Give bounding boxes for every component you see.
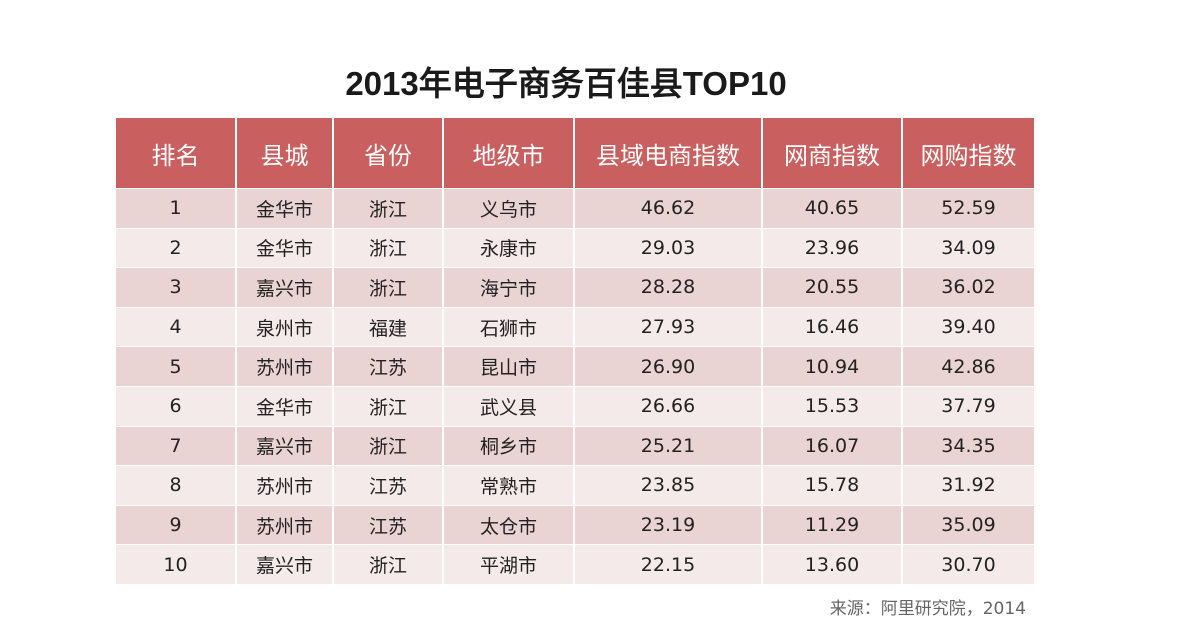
prefecture-city-cell: 常熟市 (443, 465, 575, 506)
province-cell: 浙江 (333, 227, 444, 268)
province-cell: 浙江 (333, 267, 444, 308)
rank-cell: 8 (116, 465, 237, 506)
header-row: 排名 县城 省份 地级市 县域电商指数 网商指数 网购指数 (116, 118, 1034, 189)
table-row: 6 金华市 浙江 武义县 26.66 15.53 37.79 (116, 385, 1034, 427)
county-city-cell: 嘉兴市 (236, 544, 334, 584)
header-county-ecommerce-index: 县域电商指数 (574, 118, 763, 189)
online-merchant-index-cell: 16.07 (762, 425, 903, 466)
province-cell: 江苏 (333, 504, 444, 545)
prefecture-city-cell: 桐乡市 (443, 425, 575, 466)
prefecture-city-cell: 太仓市 (443, 504, 575, 545)
online-shopping-index-cell: 36.02 (902, 267, 1034, 308)
online-shopping-index-cell: 52.59 (902, 188, 1034, 229)
online-shopping-index-cell: 42.86 (902, 346, 1034, 387)
rank-cell: 2 (116, 227, 237, 268)
province-cell: 江苏 (333, 346, 444, 387)
prefecture-city-cell: 武义县 (443, 385, 575, 427)
online-shopping-index-cell: 31.92 (902, 465, 1034, 506)
rank-cell: 5 (116, 346, 237, 387)
header-prefecture-city: 地级市 (443, 118, 575, 189)
rank-cell: 10 (116, 544, 237, 584)
county-city-cell: 金华市 (236, 227, 334, 268)
county-city-cell: 金华市 (236, 188, 334, 229)
table-row: 9 苏州市 江苏 太仓市 23.19 11.29 35.09 (116, 504, 1034, 545)
county-ecommerce-index-cell: 29.03 (574, 227, 763, 268)
province-cell: 浙江 (333, 544, 444, 584)
header-rank: 排名 (116, 118, 237, 189)
county-ecommerce-index-cell: 23.85 (574, 465, 763, 506)
online-shopping-index-cell: 35.09 (902, 504, 1034, 545)
prefecture-city-cell: 昆山市 (443, 346, 575, 387)
province-cell: 福建 (333, 306, 444, 347)
prefecture-city-cell: 石狮市 (443, 306, 575, 347)
county-city-cell: 嘉兴市 (236, 267, 334, 308)
header-county-city: 县城 (236, 118, 334, 189)
online-merchant-index-cell: 23.96 (762, 227, 903, 268)
online-merchant-index-cell: 40.65 (762, 188, 903, 229)
table-row: 3 嘉兴市 浙江 海宁市 28.28 20.55 36.02 (116, 267, 1034, 308)
prefecture-city-cell: 永康市 (443, 227, 575, 268)
province-cell: 浙江 (333, 385, 444, 427)
county-ecommerce-index-cell: 26.90 (574, 346, 763, 387)
online-merchant-index-cell: 20.55 (762, 267, 903, 308)
online-merchant-index-cell: 15.78 (762, 465, 903, 506)
online-merchant-index-cell: 11.29 (762, 504, 903, 545)
province-cell: 浙江 (333, 425, 444, 466)
county-ecommerce-index-cell: 27.93 (574, 306, 763, 347)
table-row: 8 苏州市 江苏 常熟市 23.85 15.78 31.92 (116, 465, 1034, 506)
prefecture-city-cell: 海宁市 (443, 267, 575, 308)
online-merchant-index-cell: 15.53 (762, 385, 903, 427)
county-ecommerce-index-cell: 26.66 (574, 385, 763, 427)
ranking-table: 排名 县城 省份 地级市 县域电商指数 网商指数 网购指数 1 金华市 浙江 义… (116, 118, 1034, 584)
table-row: 1 金华市 浙江 义乌市 46.62 40.65 52.59 (116, 188, 1034, 229)
rank-cell: 6 (116, 385, 237, 427)
header-online-shopping-index: 网购指数 (902, 118, 1034, 189)
table-row: 7 嘉兴市 浙江 桐乡市 25.21 16.07 34.35 (116, 425, 1034, 466)
table-row: 5 苏州市 江苏 昆山市 26.90 10.94 42.86 (116, 346, 1034, 387)
county-city-cell: 泉州市 (236, 306, 334, 347)
header-online-merchant-index: 网商指数 (762, 118, 903, 189)
county-city-cell: 苏州市 (236, 504, 334, 545)
online-shopping-index-cell: 34.09 (902, 227, 1034, 268)
county-city-cell: 苏州市 (236, 465, 334, 506)
online-shopping-index-cell: 34.35 (902, 425, 1034, 466)
prefecture-city-cell: 义乌市 (443, 188, 575, 229)
source-note: 来源：阿里研究院，2014 (829, 599, 1026, 619)
province-cell: 浙江 (333, 188, 444, 229)
county-city-cell: 嘉兴市 (236, 425, 334, 466)
online-merchant-index-cell: 16.46 (762, 306, 903, 347)
rank-cell: 7 (116, 425, 237, 466)
online-merchant-index-cell: 10.94 (762, 346, 903, 387)
online-merchant-index-cell: 13.60 (762, 544, 903, 584)
county-ecommerce-index-cell: 28.28 (574, 267, 763, 308)
header-province: 省份 (333, 118, 444, 189)
county-ecommerce-index-cell: 22.15 (574, 544, 763, 584)
rank-cell: 9 (116, 504, 237, 545)
county-city-cell: 金华市 (236, 385, 334, 427)
county-ecommerce-index-cell: 23.19 (574, 504, 763, 545)
province-cell: 江苏 (333, 465, 444, 506)
online-shopping-index-cell: 30.70 (902, 544, 1034, 584)
table-row: 10 嘉兴市 浙江 平湖市 22.15 13.60 30.70 (116, 544, 1034, 584)
table-row: 4 泉州市 福建 石狮市 27.93 16.46 39.40 (116, 306, 1034, 347)
rank-cell: 4 (116, 306, 237, 347)
online-shopping-index-cell: 37.79 (902, 385, 1034, 427)
county-ecommerce-index-cell: 25.21 (574, 425, 763, 466)
page-title: 2013年电子商务百佳县TOP10 (345, 65, 787, 102)
rank-cell: 3 (116, 267, 237, 308)
county-ecommerce-index-cell: 46.62 (574, 188, 763, 229)
rank-cell: 1 (116, 188, 237, 229)
county-city-cell: 苏州市 (236, 346, 334, 387)
prefecture-city-cell: 平湖市 (443, 544, 575, 584)
table-row: 2 金华市 浙江 永康市 29.03 23.96 34.09 (116, 227, 1034, 268)
online-shopping-index-cell: 39.40 (902, 306, 1034, 347)
